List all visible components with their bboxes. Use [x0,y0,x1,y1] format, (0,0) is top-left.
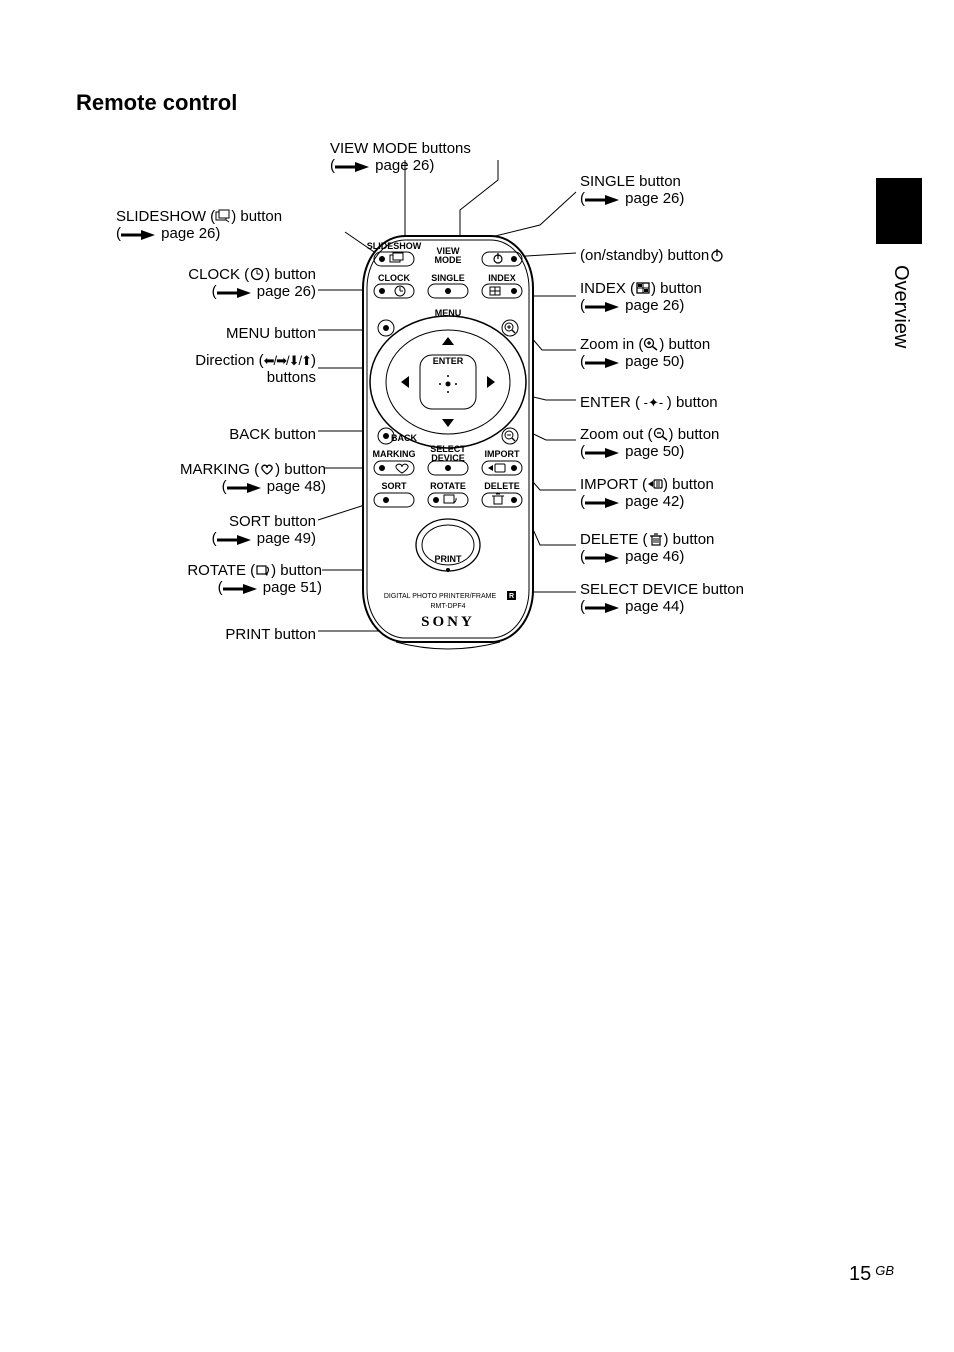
callout-marking: MARKING () button( page 48) [116,461,326,496]
remote-label-print: PRINT [435,554,463,564]
xref-arrow-icon [217,530,253,547]
import-icon [647,476,663,493]
callout-import: IMPORT () button( page 42) [580,476,820,511]
zoomout-icon [653,426,669,443]
remote-label-back: BACK [391,433,417,443]
callout-zoomout: Zoom out () button( page 50) [580,426,820,461]
callout-menu: MENU button [116,325,316,342]
callout-sort: SORT button( page 49) [116,513,316,548]
remote-label-enter: ENTER [433,356,464,366]
xref-arrow-icon [585,443,621,460]
xref-arrow-icon [223,579,259,596]
index-icon [635,280,651,297]
remote-label-marking: MARKING [373,449,416,459]
xref-arrow-icon [585,190,621,207]
callout-viewmode: VIEW MODE buttons( page 26) [330,140,550,175]
remote-footer1: DIGITAL PHOTO PRINTER/FRAME [384,593,497,600]
xref-arrow-icon [227,478,263,495]
heart-icon [259,461,275,478]
power-icon [709,247,725,264]
remote-footer2: RMT-DPF4 [431,603,466,610]
remote-label-slideshow: SLIDESHOW [367,241,422,251]
xref-arrow-icon [585,353,621,370]
callout-index: INDEX () button( page 26) [580,280,820,315]
xref-arrow-icon [121,225,157,242]
xref-arrow-icon [585,493,621,510]
callout-rotate: ROTATE () button( page 51) [116,562,322,597]
arrows-icon: ⬅/➡/⬇/⬆ [264,352,311,369]
remote-label-index: INDEX [488,273,516,283]
callout-selectdevice: SELECT DEVICE button( page 44) [580,581,820,616]
manual-page: Remote control Overview SLIDESHOW VIEW M… [0,0,954,1352]
callout-clock: CLOCK () button( page 26) [116,266,316,301]
callout-print: PRINT button [116,626,316,643]
callout-standby: (on/standby) button [580,247,840,264]
remote-brand: SONY [421,614,475,630]
remote-label-clock: CLOCK [378,273,410,283]
remote-label-single: SINGLE [431,273,465,283]
callout-enter: ENTER ( -✦- ) button [580,394,820,411]
callout-single: SINGLE button( page 26) [580,173,800,208]
xref-arrow-icon [217,283,253,300]
callout-direction: Direction (⬅/➡/⬇/⬆)buttons [116,352,316,387]
remote-label-sort: SORT [381,481,407,491]
remote-label-delete: DELETE [484,481,520,491]
enter-icon: -✦- [640,394,667,411]
callout-slideshow: SLIDESHOW () button( page 26) [116,208,316,243]
clock-icon [249,266,265,283]
rotate-icon [255,562,271,579]
xref-arrow-icon [585,297,621,314]
zoomin-icon [643,336,659,353]
callout-delete: DELETE () button( page 46) [580,531,820,566]
callout-back: BACK button [116,426,316,443]
svg-text:R: R [509,593,514,600]
page-number: 15GB [849,1263,894,1286]
xref-arrow-icon [585,598,621,615]
xref-arrow-icon [585,548,621,565]
callout-zoomin: Zoom in () button( page 50) [580,336,820,371]
slideshow-icon [215,208,231,225]
remote-label-import: IMPORT [485,449,521,459]
remote-label-viewmode2: MODE [435,255,462,265]
remote-label-rotate: ROTATE [430,481,466,491]
delete-icon [648,531,664,548]
xref-arrow-icon [335,157,371,174]
